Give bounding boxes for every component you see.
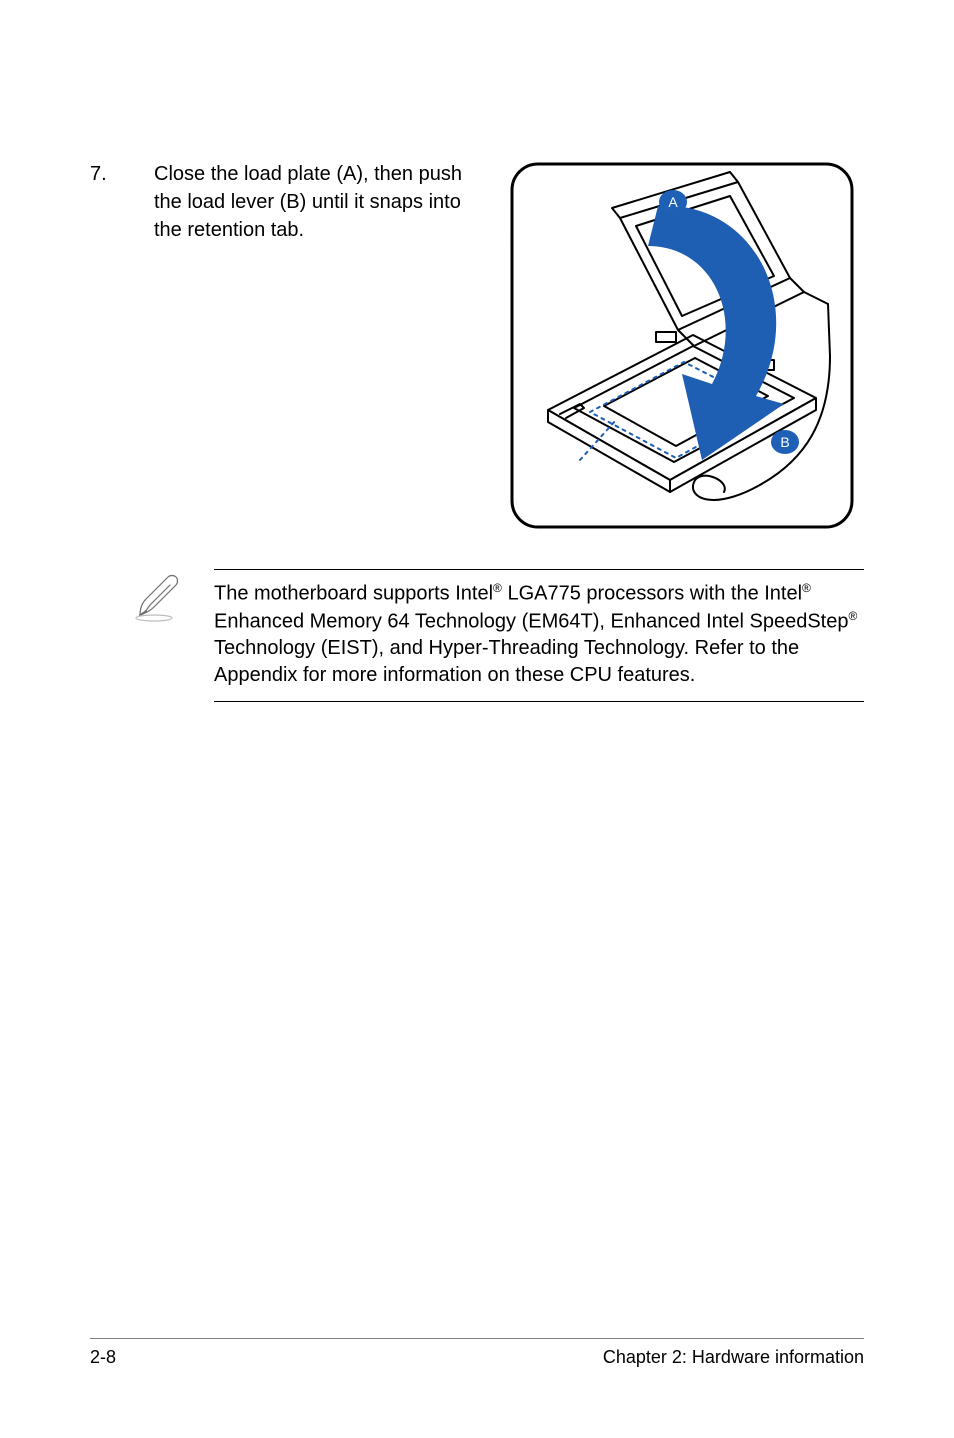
page: 7. Close the load plate (A), then push t…: [0, 0, 954, 1438]
note-text-2: LGA775 processors with the Intel: [502, 583, 802, 605]
badge-b-label: B: [780, 434, 789, 450]
instruction-step: 7. Close the load plate (A), then push t…: [90, 160, 864, 531]
registered-mark: ®: [802, 581, 811, 595]
note-text: The motherboard supports Intel® LGA775 p…: [214, 569, 864, 702]
note-text-3: Enhanced Memory 64 Technology (EM64T), E…: [214, 610, 848, 632]
registered-mark: ®: [493, 581, 502, 595]
badge-b: B: [771, 430, 799, 454]
badge-a-label: A: [668, 194, 678, 210]
note-text-4: Technology (EIST), and Hyper-Threading T…: [214, 637, 799, 686]
step-number: 7.: [90, 160, 130, 188]
pencil-icon: [130, 569, 190, 625]
step-text: Close the load plate (A), then push the …: [154, 160, 484, 244]
cpu-socket-diagram: A B: [508, 160, 856, 531]
registered-mark: ®: [848, 609, 857, 623]
info-note: The motherboard supports Intel® LGA775 p…: [90, 569, 864, 702]
footer-page-number: 2-8: [90, 1347, 116, 1368]
page-footer: 2-8 Chapter 2: Hardware information: [90, 1338, 864, 1368]
badge-a: A: [659, 190, 687, 214]
diagram-svg: A B: [508, 160, 856, 531]
footer-chapter: Chapter 2: Hardware information: [603, 1347, 864, 1368]
note-text-1: The motherboard supports Intel: [214, 583, 493, 605]
